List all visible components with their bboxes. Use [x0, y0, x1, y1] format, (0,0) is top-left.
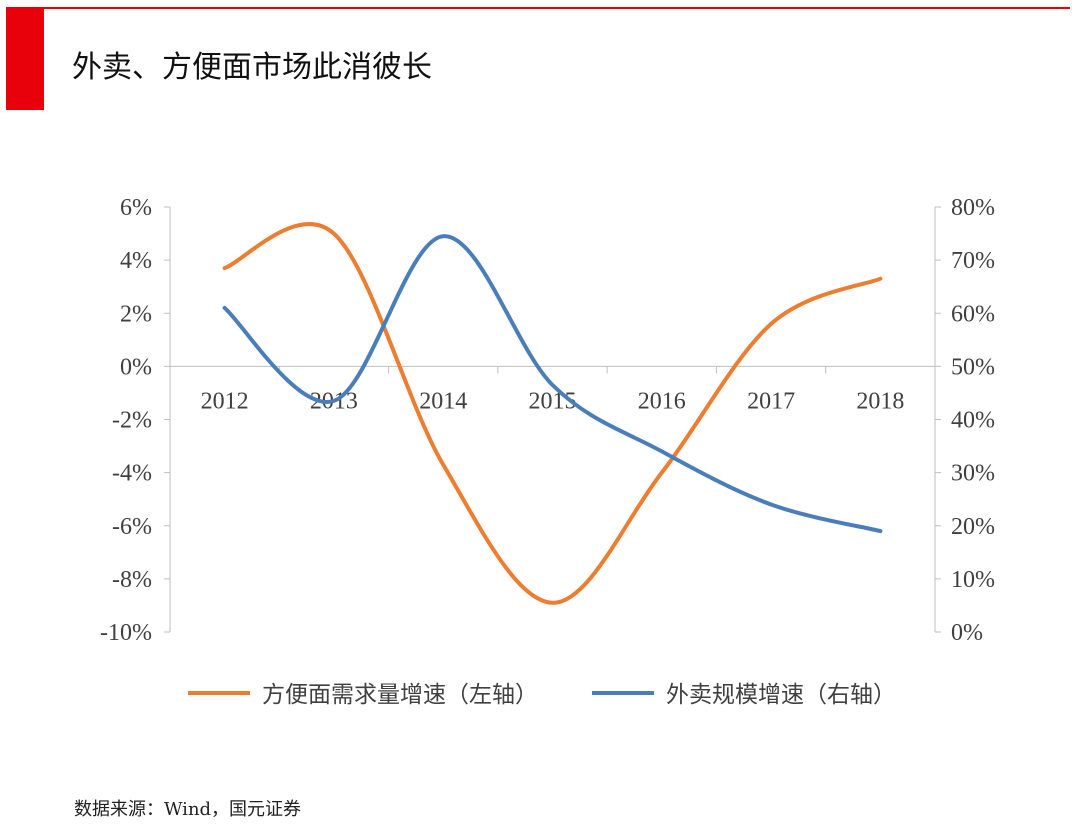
category-label: 2012 — [201, 388, 249, 414]
top-rule — [44, 7, 1070, 9]
right-axis-tick-label: 70% — [951, 248, 995, 274]
left-axis-tick-label: 6% — [120, 195, 152, 221]
right-axis-tick-label: 40% — [951, 408, 995, 434]
category-label: 2018 — [856, 388, 904, 414]
left-axis-tick-label: -4% — [112, 461, 152, 487]
left-axis-tick-label: 0% — [120, 354, 152, 380]
dual-axis-line-chart: 6% 4% 2% 0% -2% -4% -6% -8% -10% 80% 70% 60% 50% 40% 3… — [100, 195, 995, 707]
legend-label: 外卖规模增速（右轴） — [666, 682, 896, 707]
left-axis-tick-label: -10% — [100, 620, 152, 646]
right-axis-tick-label: 10% — [951, 567, 995, 593]
left-axis-tick-label: 2% — [120, 301, 152, 327]
right-axis-tick-label: 20% — [951, 514, 995, 540]
left-axis-tick-label: -8% — [112, 567, 152, 593]
legend-label: 方便面需求量增速（左轴） — [262, 682, 538, 707]
source-note: 数据来源：Wind，国元证券 — [74, 799, 302, 820]
category-label: 2016 — [638, 388, 686, 414]
left-axis-tick-label: -2% — [112, 408, 152, 434]
right-axis-tick-label: 80% — [951, 195, 995, 221]
right-axis-tick-label: 50% — [951, 354, 995, 380]
left-axis-tick-label: 4% — [120, 248, 152, 274]
series-line-takeout — [222, 234, 883, 534]
right-axis-tick-label: 0% — [951, 620, 983, 646]
right-axis-tick-label: 30% — [951, 461, 995, 487]
series-line-noodle — [222, 222, 883, 605]
right-axis-tick-label: 60% — [951, 301, 995, 327]
red-accent-block — [6, 7, 44, 110]
category-label: 2017 — [747, 388, 795, 414]
page-title: 外卖、方便面市场此消彼长 — [72, 50, 432, 85]
category-label: 2014 — [419, 388, 467, 414]
left-axis-tick-label: -6% — [112, 514, 152, 540]
